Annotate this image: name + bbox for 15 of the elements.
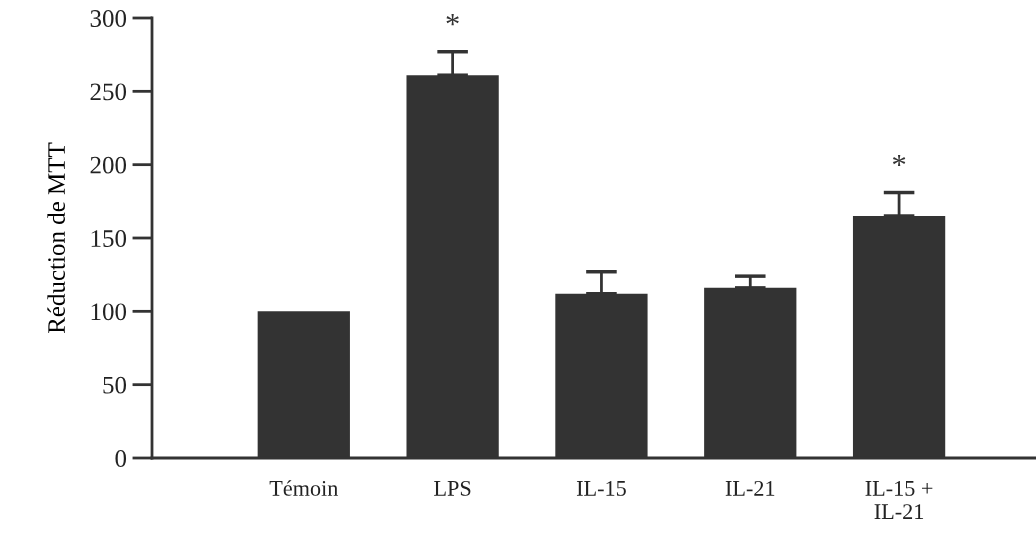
- y-tick-label: 250: [90, 83, 127, 101]
- y-tick-label: 100: [91, 303, 127, 321]
- x-tick-label: IL-15: [576, 480, 626, 496]
- y-tick-label: 150: [91, 230, 127, 247]
- annotation: *: [892, 154, 906, 167]
- x-tick-label: IL-21: [725, 480, 775, 496]
- y-axis-title: Réduction de MTT: [47, 142, 65, 334]
- y-tick-label: 0: [115, 450, 127, 467]
- x-tick-label: IL-15 + IL-21: [865, 480, 933, 519]
- y-tick-label: 50: [103, 376, 127, 394]
- y-tick-label: 200: [90, 156, 127, 174]
- annotation: *: [446, 14, 459, 26]
- x-tick-label: Témoin: [269, 480, 339, 496]
- x-tick-label: LPS: [434, 480, 471, 496]
- y-tick-label: 300: [90, 10, 127, 27]
